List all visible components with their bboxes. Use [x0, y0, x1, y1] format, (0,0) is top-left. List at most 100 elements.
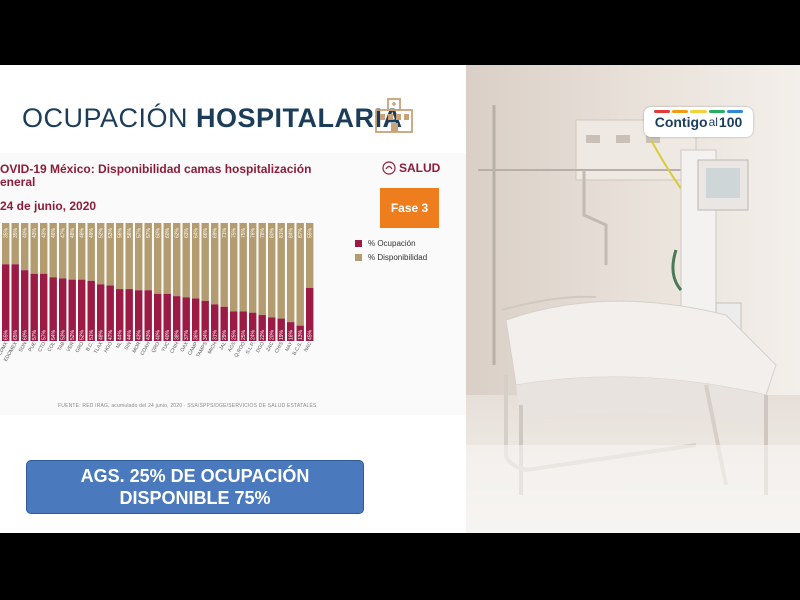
- label-ocupacion-HGO: 47%: [108, 329, 114, 340]
- bar-ocupacion-HGO: [106, 285, 114, 341]
- occupancy-bar-chart: 35%65%CDMX35%65%EDOMEX40%60%SON43%57%PUE…: [0, 223, 314, 363]
- bar-ocupacion-TAB: [59, 278, 67, 341]
- bar-disponibilidad-PUE: [30, 223, 38, 274]
- logo-text-100: 100: [718, 114, 743, 130]
- bar-disponibilidad-GRO: [78, 223, 86, 280]
- label-disponibilidad-MOR: 57%: [137, 227, 143, 238]
- label-disponibilidad-YUC: 60%: [165, 227, 171, 238]
- bar-disponibilidad-S.L.P.: [249, 223, 257, 313]
- legend-label-disponibilidad: % Disponibilidad: [368, 252, 428, 262]
- bar-ocupacion-NL: [116, 289, 124, 341]
- label-disponibilidad-CTO: 43%: [42, 227, 48, 238]
- category-label-NAY: NAY: [284, 340, 294, 352]
- label-disponibilidad-CHIS: 81%: [279, 227, 285, 238]
- bar-ocupacion-EDOMEX: [11, 264, 19, 341]
- label-disponibilidad-JAL: 71%: [222, 227, 228, 238]
- label-ocupacion-SIN: 44%: [127, 329, 133, 340]
- category-label-MICH: MICH: [207, 341, 219, 355]
- category-label-SON: SON: [18, 341, 29, 354]
- label-ocupacion-CTO: 57%: [42, 329, 48, 340]
- bar-ocupacion-PUE: [30, 273, 38, 341]
- label-ocupacion-COAH: 43%: [146, 329, 152, 340]
- label-disponibilidad-HGO: 53%: [108, 227, 114, 238]
- legend-swatch-ocupacion: [355, 239, 362, 247]
- logo-text-al: al: [708, 115, 718, 129]
- bar-disponibilidad-NAC: [306, 223, 314, 288]
- label-disponibilidad-DGO: 78%: [260, 227, 266, 238]
- label-disponibilidad-NL: 56%: [118, 227, 124, 238]
- bar-disponibilidad-TLAX: [97, 223, 105, 285]
- chart-legend: % Ocupación % Disponibilidad: [355, 236, 427, 264]
- bar-ocupacion-YUC: [163, 293, 171, 341]
- bar-disponibilidad-MOR: [135, 223, 143, 291]
- label-ocupacion-CDMX: 65%: [4, 329, 10, 340]
- label-disponibilidad-MICH: 69%: [213, 227, 219, 238]
- bar-ocupacion-MICH: [211, 304, 219, 341]
- label-ocupacion-MICH: 31%: [213, 329, 219, 340]
- bar-disponibilidad-YUC: [163, 223, 171, 294]
- label-ocupacion-B.C.S.: 13%: [298, 329, 304, 340]
- bar-disponibilidad-DGO: [258, 223, 266, 316]
- label-disponibilidad-NAY: 84%: [289, 227, 295, 238]
- bar-ocupacion-CAMP: [192, 298, 200, 341]
- salud-logo: SALUD: [382, 157, 440, 179]
- label-disponibilidad-OAX: 63%: [184, 227, 190, 238]
- bar-disponibilidad-COL: [49, 223, 57, 278]
- bar-disponibilidad-SIN: [125, 223, 133, 290]
- bar-disponibilidad-TAB: [59, 223, 67, 279]
- category-label-PUE: PUE: [28, 340, 39, 352]
- legend-item-ocupacion: % Ocupación: [355, 236, 427, 250]
- bar-disponibilidad-TAMPS: [201, 223, 209, 301]
- label-ocupacion-NAC: 45%: [308, 329, 314, 340]
- label-disponibilidad-PUE: 43%: [32, 227, 38, 238]
- label-ocupacion-PUE: 57%: [32, 329, 38, 340]
- label-ocupacion-QRO: 40%: [156, 329, 162, 340]
- bar-disponibilidad-HGO: [106, 223, 114, 286]
- fase-badge: Fase 3: [380, 188, 439, 228]
- bar-ocupacion-CDMX: [2, 264, 10, 341]
- label-ocupacion-AGS: 25%: [232, 329, 238, 340]
- label-disponibilidad-TAB: 47%: [61, 227, 67, 238]
- bar-disponibilidad-CHIS: [277, 223, 285, 319]
- label-disponibilidad-VER: 48%: [70, 227, 76, 238]
- bar-ocupacion-SON: [21, 270, 29, 341]
- label-ocupacion-GRO: 52%: [80, 329, 86, 340]
- label-disponibilidad-ZAC: 80%: [270, 227, 276, 238]
- label-disponibilidad-EDOMEX: 35%: [13, 227, 19, 238]
- bar-ocupacion-JAL: [220, 306, 228, 341]
- bar-ocupacion-QRO: [154, 293, 162, 341]
- bar-disponibilidad-AGS: [230, 223, 238, 312]
- label-ocupacion-CHIH: 38%: [175, 329, 181, 340]
- label-disponibilidad-TAMPS: 66%: [203, 227, 209, 238]
- legend-label-ocupacion: % Ocupación: [368, 238, 416, 248]
- label-ocupacion-JAL: 29%: [222, 329, 228, 340]
- bar-ocupacion-NAY: [287, 322, 295, 341]
- occupancy-banner: AGS. 25% DE OCUPACIÓN DISPONIBLE 75%: [26, 460, 364, 514]
- bar-disponibilidad-QRO: [154, 223, 162, 294]
- label-ocupacion-NAY: 16%: [289, 329, 295, 340]
- category-label-QRO: QRO: [151, 341, 162, 354]
- label-disponibilidad-CHIH: 62%: [175, 227, 181, 238]
- bar-disponibilidad-ZAC: [268, 223, 276, 318]
- category-label-NL: NL: [115, 341, 124, 350]
- label-ocupacion-SON: 60%: [23, 329, 29, 340]
- bar-ocupacion-CHIH: [173, 296, 181, 341]
- label-ocupacion-TAB: 53%: [61, 329, 67, 340]
- bar-disponibilidad-OAX: [182, 223, 190, 298]
- eagle-emblem-icon: [382, 161, 396, 175]
- chart-date: 24 de junio, 2020: [0, 199, 97, 213]
- category-label-MOR: MOR: [131, 341, 142, 354]
- bar-ocupacion-AGS: [230, 311, 238, 341]
- category-label-GRO: GRO: [75, 341, 86, 354]
- label-disponibilidad-AGS: 75%: [232, 227, 238, 238]
- label-disponibilidad-COL: 46%: [51, 227, 57, 238]
- category-label-COL: COL: [47, 341, 57, 353]
- category-label-S.L.P.: S.L.P.: [245, 341, 257, 355]
- bar-ocupacion-CHIS: [277, 318, 285, 341]
- bar-ocupacion-MOR: [135, 290, 143, 341]
- category-label-TAB: TAB: [57, 340, 67, 352]
- page-title: OCUPACIÓN HOSPITALARIA: [22, 103, 403, 134]
- banner-line-2: DISPONIBLE 75%: [119, 488, 271, 508]
- bar-ocupacion-B.C.S.: [296, 325, 304, 341]
- presentation-slide: OCUPACIÓN HOSPITALARIA OVID-19 México: D…: [0, 65, 466, 533]
